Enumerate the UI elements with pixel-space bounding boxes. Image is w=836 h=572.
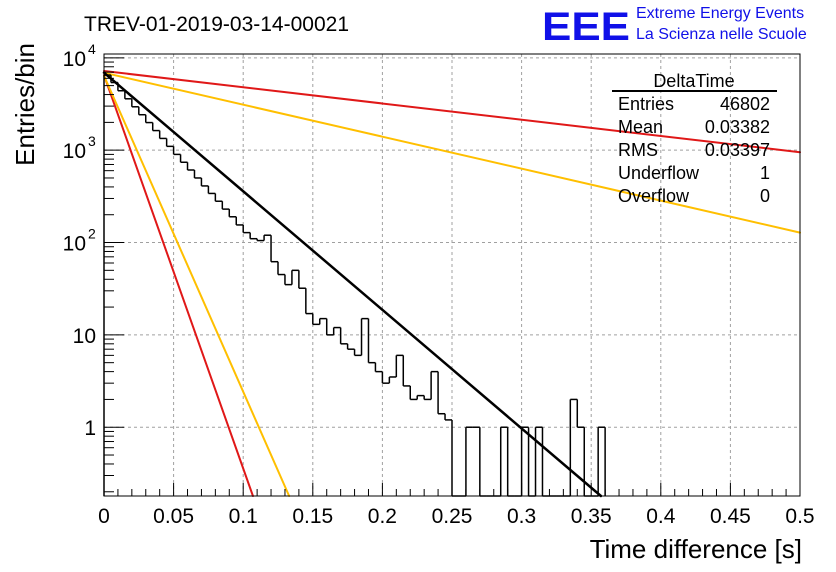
chart-title: TREV-01-2019-03-14-00021 bbox=[84, 13, 349, 36]
fit-curve-yellow-steep bbox=[103, 74, 291, 497]
stats-value: 46802 bbox=[720, 94, 770, 114]
x-tick-label: 0.3 bbox=[507, 505, 536, 528]
x-tick-label: 0.35 bbox=[571, 505, 612, 528]
stats-value: 0 bbox=[760, 186, 770, 206]
x-tick-label: 0.2 bbox=[368, 505, 397, 528]
tick-labels: 0 0.05 0.1 0.15 0.2 0.25 0.3 0.35 0.4 0.45 0.51101… bbox=[63, 41, 815, 528]
axis-ticks bbox=[103, 57, 801, 496]
stats-label: RMS bbox=[618, 140, 658, 160]
histogram bbox=[102, 71, 606, 498]
logo-line-2: La Scienza nelle Scuole bbox=[636, 26, 807, 43]
x-tick-label: 0.4 bbox=[646, 505, 676, 528]
y-tick-label: 10 bbox=[63, 48, 86, 71]
logo-line-1: Extreme Energy Events bbox=[636, 5, 804, 22]
logo-text: EEE bbox=[542, 5, 630, 49]
x-tick-label: 0.45 bbox=[710, 505, 751, 528]
y-tick-exponent: 3 bbox=[88, 133, 96, 149]
stats-label: Underflow bbox=[618, 163, 700, 183]
fit-curve-yellow-shallow bbox=[103, 71, 801, 234]
y-tick-label: 10 bbox=[73, 325, 96, 348]
x-tick-label: 0.15 bbox=[292, 505, 333, 528]
x-tick-label: 0.05 bbox=[153, 505, 194, 528]
y-tick-exponent: 4 bbox=[88, 41, 96, 57]
stats-name: DeltaTime bbox=[653, 71, 734, 91]
stats-label: Entries bbox=[618, 94, 674, 114]
stats-value: 0.03382 bbox=[705, 117, 770, 137]
x-tick-label: 0.25 bbox=[432, 505, 473, 528]
x-tick-label: 0 bbox=[98, 505, 110, 528]
y-axis-title: Entries/bin bbox=[10, 43, 40, 166]
x-tick-label: 0.5 bbox=[785, 505, 814, 528]
fit-curve-fit bbox=[102, 71, 603, 498]
y-tick-label: 10 bbox=[63, 140, 86, 163]
fit-curve-red-steep bbox=[103, 74, 254, 497]
stats-value: 1 bbox=[760, 163, 770, 183]
y-tick-label: 1 bbox=[84, 417, 96, 440]
y-tick-label: 10 bbox=[63, 233, 86, 256]
stats-label: Overflow bbox=[618, 186, 690, 206]
stats-box: DeltaTime Entries 46802 Mean 0.03382 RMS 0.03… bbox=[612, 71, 777, 206]
fit-curve-red-shallow bbox=[103, 69, 801, 154]
x-tick-label: 0.1 bbox=[229, 505, 258, 528]
x-axis-title: Time difference [s] bbox=[590, 534, 802, 564]
eee-logo: EEE Extreme Energy Events La Scienza nel… bbox=[542, 5, 807, 49]
stats-value: 0.03397 bbox=[705, 140, 770, 160]
y-tick-exponent: 2 bbox=[88, 226, 96, 242]
curves bbox=[103, 69, 801, 497]
stats-label: Mean bbox=[618, 117, 663, 137]
